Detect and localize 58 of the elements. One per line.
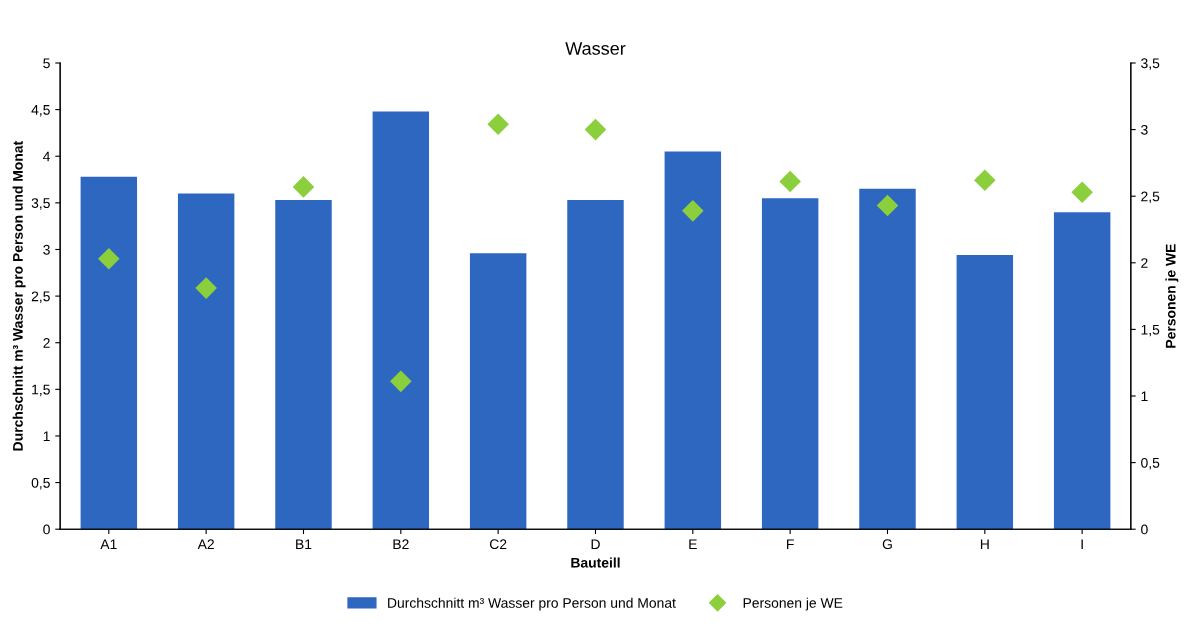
y2-tick-label: 2 xyxy=(1141,258,1148,268)
point xyxy=(390,370,412,392)
point xyxy=(292,176,315,198)
y2-tick-label: 2,5 xyxy=(1141,191,1160,204)
point xyxy=(876,195,899,217)
y2-tick-label: 0 xyxy=(1141,524,1148,535)
point xyxy=(682,200,704,222)
y-tick-label: 1,5 xyxy=(32,384,50,397)
x-tick-label: A1 xyxy=(100,539,117,549)
y2-tick-label: 0,5 xyxy=(1141,457,1160,470)
y2-axis-title: Personen je WE xyxy=(1165,244,1179,348)
x-tick-label: H xyxy=(980,539,989,549)
x-axis-title: Bauteill xyxy=(571,557,620,568)
y-tick-label: 3 xyxy=(43,244,50,255)
y-tick-label: 1 xyxy=(43,431,50,441)
bar xyxy=(761,198,819,530)
point xyxy=(195,277,217,299)
y-tick-label: 4,5 xyxy=(31,105,50,117)
point xyxy=(487,113,509,135)
y-tick-label: 3,5 xyxy=(31,198,50,210)
legend-label: Personen je WE xyxy=(743,597,843,611)
bar xyxy=(859,188,916,530)
bar xyxy=(469,253,527,530)
x-tick-label: B1 xyxy=(296,539,312,549)
y-tick-label: 2 xyxy=(43,338,50,348)
point xyxy=(584,119,607,141)
y2-tick-label: 1 xyxy=(1141,391,1148,402)
y-tick-label: 2,5 xyxy=(31,291,50,303)
bar xyxy=(177,193,235,530)
x-tick-label: E xyxy=(689,539,697,549)
x-tick-label: D xyxy=(591,539,600,549)
x-tick-label: C2 xyxy=(489,539,507,550)
point xyxy=(779,171,801,193)
x-tick-label: A2 xyxy=(197,539,214,549)
y-axis-title: Durchschnitt m³ Wasser pro Person und Monat xyxy=(12,141,26,451)
bar xyxy=(567,200,624,530)
bar xyxy=(275,200,332,530)
legend-label: Durchschnitt m³ Wasser pro Person und Monat xyxy=(388,597,676,611)
y-tick-label: 4 xyxy=(43,151,51,162)
x-tick-label: F xyxy=(787,539,794,549)
x-tick-label: I xyxy=(1081,539,1083,549)
chart-title: Wasser xyxy=(565,42,626,55)
bar xyxy=(372,111,430,530)
x-tick-label: B2 xyxy=(393,539,409,549)
x-tick-label: G xyxy=(882,539,892,550)
point xyxy=(98,248,120,270)
bar xyxy=(80,176,138,530)
y2-tick-label: 3,5 xyxy=(1141,58,1160,70)
bar xyxy=(1053,212,1111,530)
y2-tick-label: 1,5 xyxy=(1141,324,1160,337)
y2-tick-label: 3 xyxy=(1141,124,1148,135)
y-tick-label: 0 xyxy=(43,524,50,535)
y-tick-label: 5 xyxy=(43,58,50,69)
bar xyxy=(664,151,722,530)
y-tick-label: 0,5 xyxy=(31,477,50,490)
point xyxy=(1071,181,1093,203)
bar xyxy=(956,255,1014,530)
point xyxy=(974,169,996,191)
